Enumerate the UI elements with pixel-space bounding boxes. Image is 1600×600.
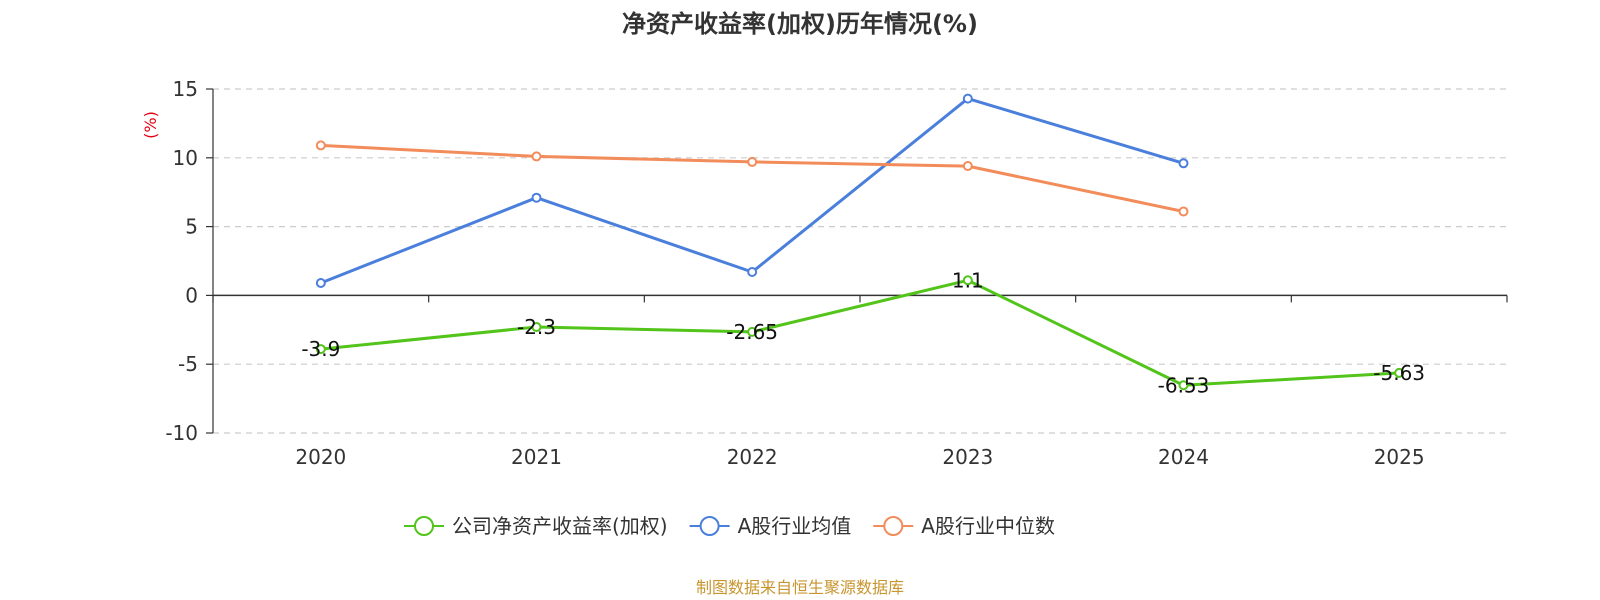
legend-label: 公司净资产收益率(加权) (452, 514, 668, 538)
data-point (531, 322, 542, 333)
y-tick-label: 10 (173, 146, 198, 170)
x-tick-label: 2021 (511, 445, 562, 469)
data-point (962, 275, 973, 286)
legend-item: A股行业均值 (689, 514, 852, 538)
series-line (320, 278, 1400, 387)
x-tick-label: 2020 (295, 445, 346, 469)
y-tick-label: -10 (165, 421, 198, 445)
data-point (1394, 367, 1405, 378)
grid-lines (213, 88, 1507, 434)
data-point (315, 278, 326, 289)
y-tick-label: 15 (173, 77, 198, 101)
y-tick-label: -5 (178, 352, 198, 376)
legend-item: A股行业中位数 (873, 514, 1055, 538)
data-point (531, 151, 542, 162)
data-point (747, 326, 758, 337)
data-label: -2.3 (517, 315, 556, 339)
legend-label: A股行业均值 (738, 514, 852, 538)
data-point (531, 192, 542, 203)
data-labels: -3.9 -2.3 -2.65 1.1 -6.53 -5.63 (301, 268, 1425, 397)
data-point (1178, 158, 1189, 169)
x-tick-label: 2024 (1158, 445, 1209, 469)
legend-label: A股行业中位数 (921, 514, 1055, 538)
data-point (315, 344, 326, 355)
data-label: -3.9 (301, 337, 340, 361)
source-note: 制图数据来自恒生聚源数据库 (696, 578, 904, 597)
legend-item: 公司净资产收益率(加权) (404, 514, 668, 538)
y-tick-label: 5 (185, 215, 198, 239)
legend-swatch-marker (414, 516, 434, 536)
series-line (320, 143, 1184, 213)
legend: 公司净资产收益率(加权) A股行业均值 A股行业中位数 (404, 514, 1055, 538)
data-point (1178, 380, 1189, 391)
data-point (1178, 206, 1189, 217)
series-line (320, 97, 1184, 285)
legend-swatch-marker (699, 516, 720, 536)
series-lines (315, 93, 1405, 391)
data-point (962, 93, 973, 104)
data-label: -5.63 (1373, 361, 1425, 385)
chart-title: 净资产收益率(加权)历年情况(%) (622, 10, 978, 38)
x-tick-label: 2025 (1374, 445, 1425, 469)
data-point (315, 140, 326, 151)
data-point (747, 267, 758, 278)
legend-swatch-marker (883, 516, 904, 536)
x-tick-label: 2022 (727, 445, 778, 469)
y-axis-label: (%) (141, 111, 160, 139)
data-point (962, 161, 973, 172)
data-label: 1.1 (952, 268, 984, 292)
axes: 15 10 5 0 -5 -10 2020 2021 2022 2023 2024 2025 (165, 77, 1508, 469)
x-tick-label: 2023 (942, 445, 993, 469)
data-label: -6.53 (1158, 373, 1210, 397)
data-point (747, 156, 758, 167)
data-label: -2.65 (726, 320, 778, 344)
y-tick-label: 0 (185, 283, 198, 307)
